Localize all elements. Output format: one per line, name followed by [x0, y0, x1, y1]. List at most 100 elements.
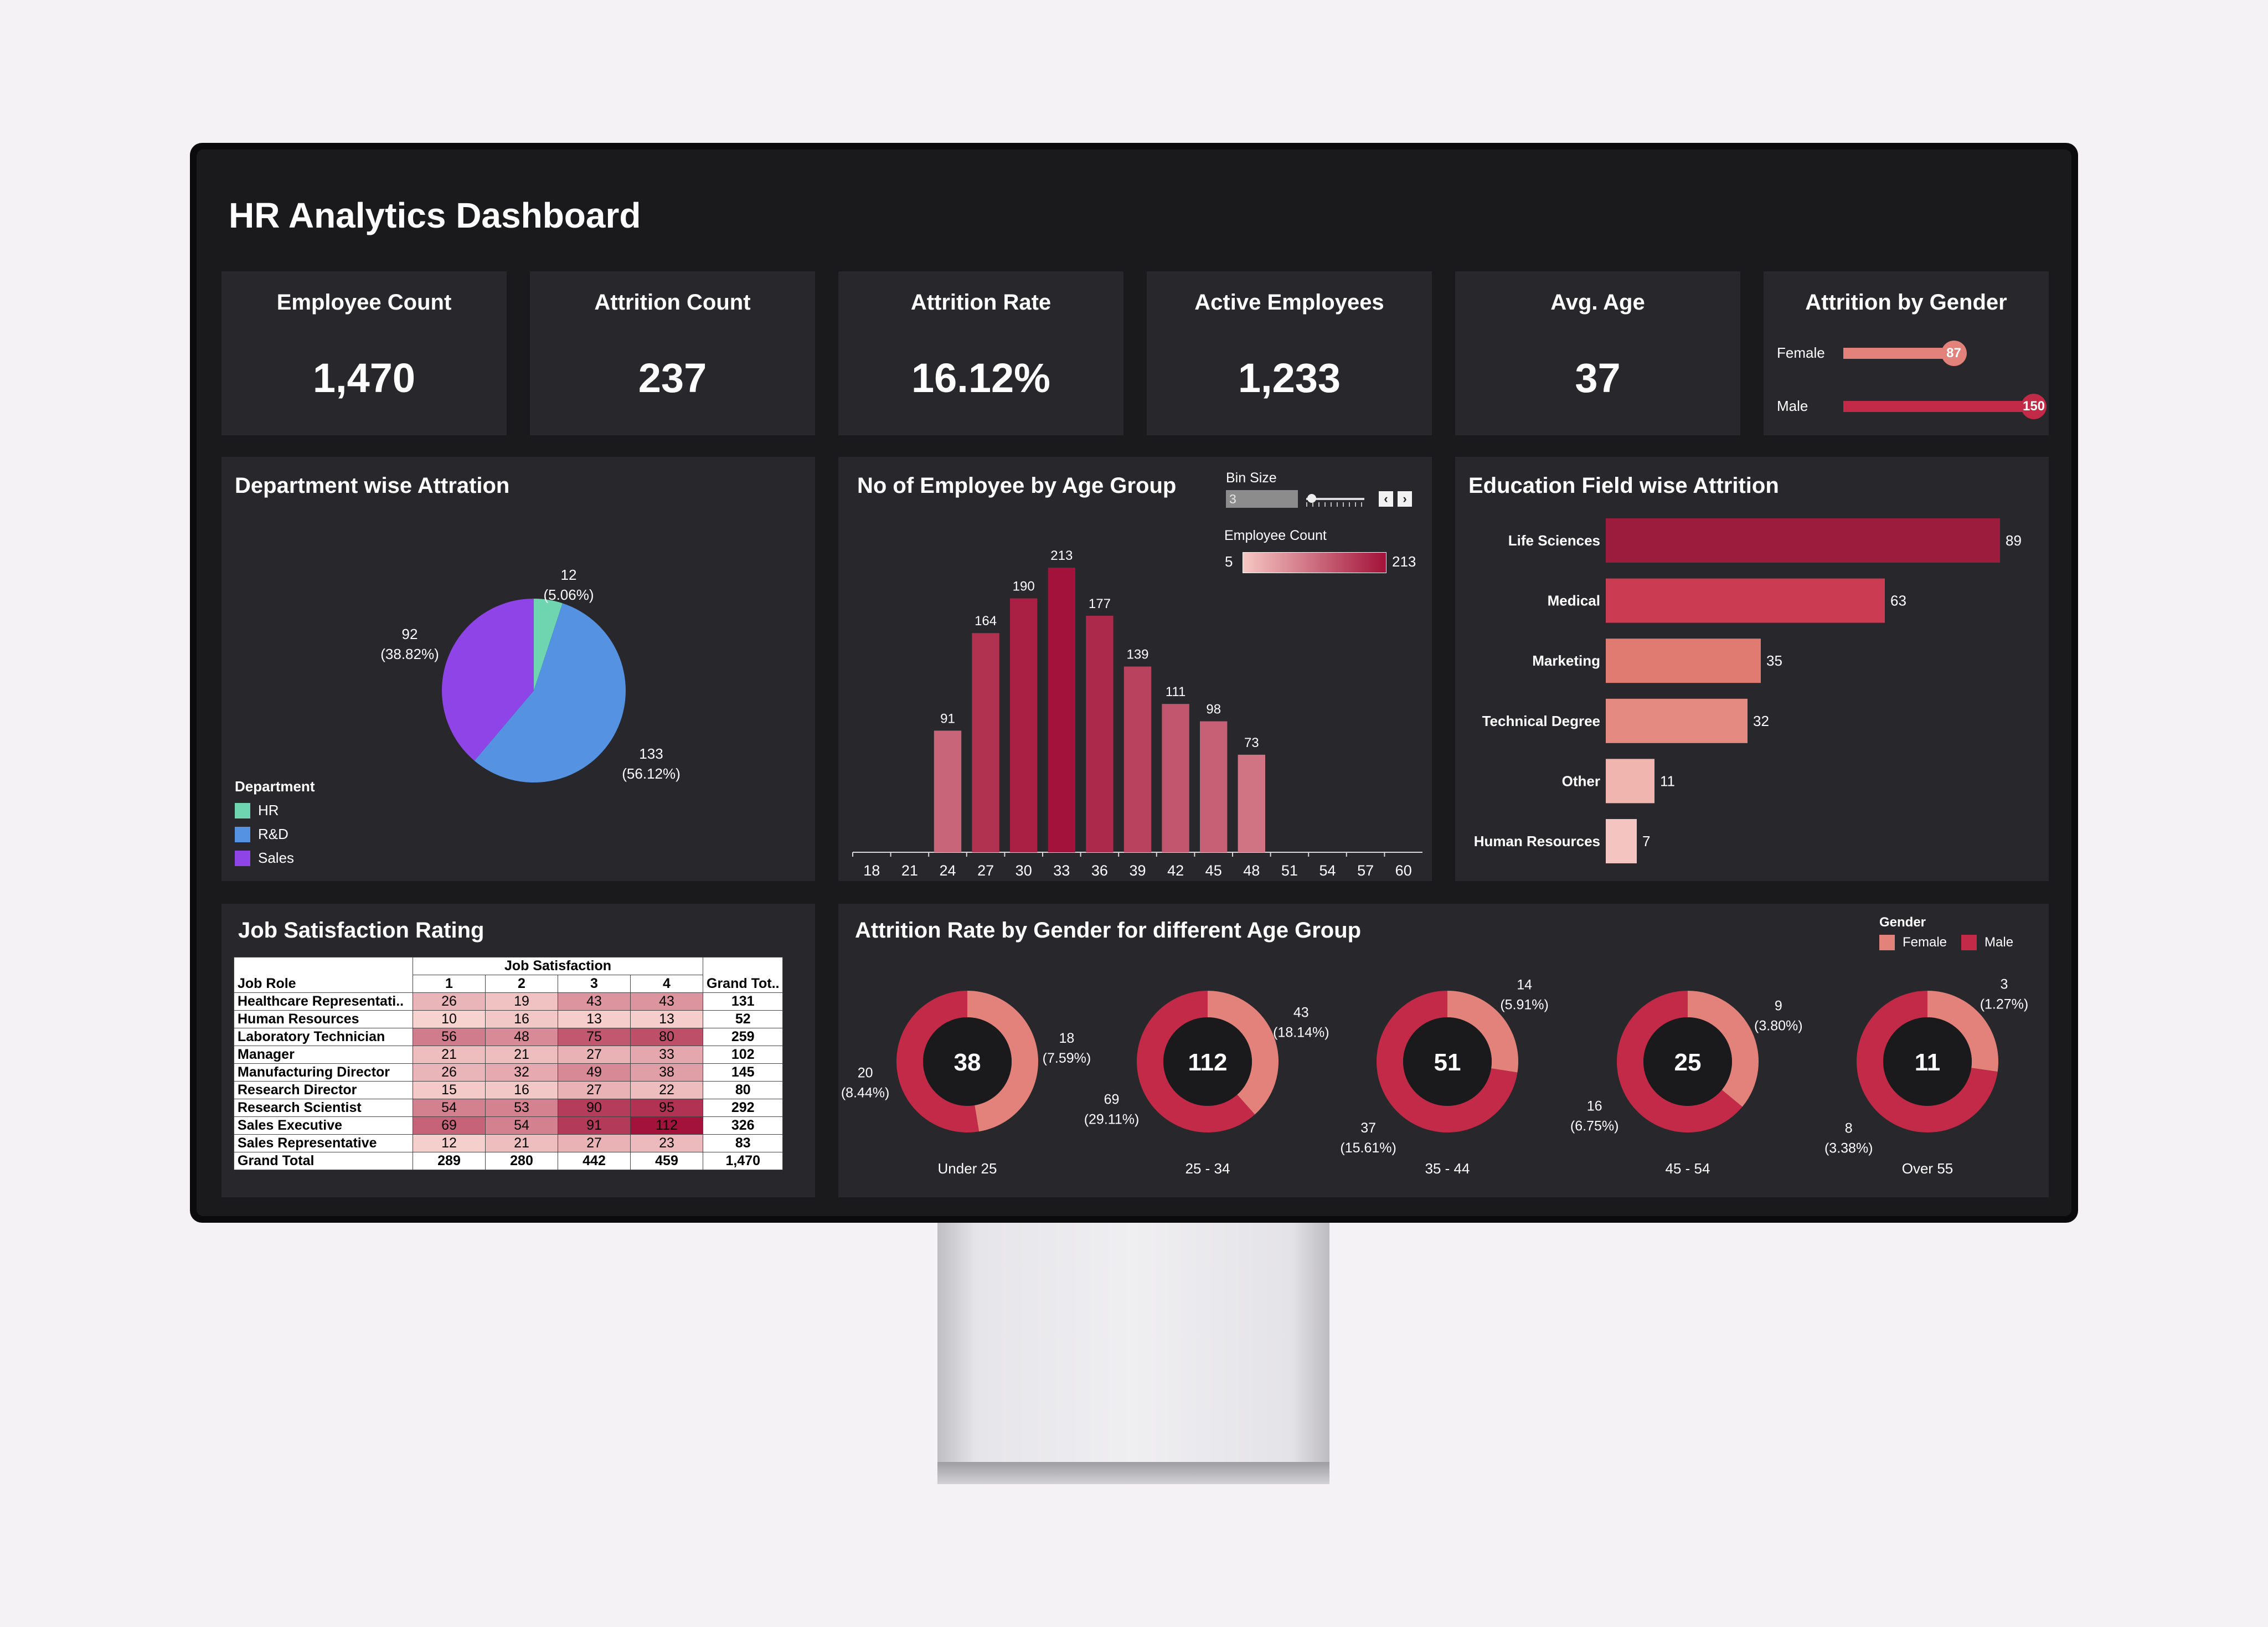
donut-segment-female[interactable] — [1447, 991, 1518, 1073]
satisfaction-cell[interactable]: 16 — [485, 1010, 558, 1028]
level-header[interactable]: 1 — [413, 975, 486, 993]
donut-hole — [1883, 1017, 1972, 1106]
donut-segment-male[interactable] — [1137, 991, 1255, 1132]
histogram-bar[interactable] — [1162, 704, 1189, 852]
histogram-bar[interactable] — [1200, 721, 1228, 852]
male-count-label: 8 — [1845, 1121, 1853, 1136]
level-header[interactable]: 2 — [485, 975, 558, 993]
satisfaction-cell[interactable]: 22 — [630, 1081, 703, 1099]
satisfaction-cell[interactable]: 43 — [630, 992, 703, 1011]
slider-thumb[interactable] — [1307, 494, 1316, 503]
bin-size-slider[interactable] — [1306, 490, 1364, 508]
satisfaction-cell[interactable]: 75 — [558, 1028, 631, 1046]
education-bar[interactable] — [1606, 578, 1885, 623]
satisfaction-cell[interactable]: 23 — [630, 1134, 703, 1152]
histogram-bar[interactable] — [1048, 568, 1075, 852]
donut-segment-female[interactable] — [1208, 991, 1279, 1115]
female-pct-label: (5.91%) — [1500, 997, 1549, 1012]
legend-item-hr[interactable]: HR — [235, 802, 315, 819]
pie-slice-rd[interactable] — [474, 603, 626, 782]
gender-legend: Gender Female Male — [1879, 915, 2013, 950]
gender-row-male[interactable]: Male 150 — [1777, 394, 2047, 419]
satisfaction-cell[interactable]: 112 — [630, 1116, 703, 1135]
satisfaction-cell[interactable]: 33 — [630, 1046, 703, 1064]
satisfaction-cell[interactable]: 95 — [630, 1099, 703, 1117]
satisfaction-cell[interactable]: 38 — [630, 1063, 703, 1082]
job-role-cell: Sales Representative — [234, 1134, 413, 1152]
pie-slice-sales[interactable] — [442, 599, 534, 761]
satisfaction-cell[interactable]: 32 — [485, 1063, 558, 1082]
donut-segment-female[interactable] — [1927, 991, 1998, 1072]
bin-prev-button[interactable]: ‹ — [1379, 491, 1393, 507]
male-pct-label: (8.44%) — [841, 1085, 890, 1100]
gender-legend-items: Female Male — [1879, 935, 2013, 950]
satisfaction-cell[interactable]: 90 — [558, 1099, 631, 1117]
histogram-bar[interactable] — [1086, 615, 1114, 852]
education-bar[interactable] — [1606, 698, 1748, 743]
education-bar[interactable] — [1606, 518, 2000, 563]
legend-item-rd[interactable]: R&D — [235, 826, 315, 843]
donut-segment-female[interactable] — [967, 991, 1038, 1132]
table-row: Manager 21 21 27 33 102 — [234, 1046, 784, 1064]
kpi-value: 237 — [638, 355, 707, 401]
satisfaction-cell[interactable]: 53 — [485, 1099, 558, 1117]
satisfaction-cell[interactable]: 19 — [485, 992, 558, 1011]
level-header[interactable]: 3 — [558, 975, 631, 993]
bar-data-label: 91 — [940, 711, 955, 726]
satisfaction-cell[interactable]: 26 — [413, 1063, 486, 1082]
satisfaction-cell[interactable]: 21 — [485, 1134, 558, 1152]
grand-total-header[interactable]: Grand Tot.. — [702, 975, 784, 993]
education-bar[interactable] — [1606, 819, 1637, 863]
satisfaction-cell[interactable]: 27 — [558, 1081, 631, 1099]
histogram-bar[interactable] — [1123, 666, 1152, 852]
satisfaction-cell[interactable]: 21 — [413, 1046, 486, 1064]
histogram-bar[interactable] — [1010, 598, 1038, 852]
histogram-bar[interactable] — [972, 633, 999, 852]
satisfaction-cell[interactable]: 54 — [413, 1099, 486, 1117]
male-count-label: 37 — [1360, 1120, 1376, 1136]
color-legend-title: Employee Count — [1224, 528, 1327, 543]
donut-segment-male[interactable] — [1617, 991, 1743, 1132]
satisfaction-cell[interactable]: 56 — [413, 1028, 486, 1046]
satisfaction-cell[interactable]: 15 — [413, 1081, 486, 1099]
satisfaction-cell[interactable]: 10 — [413, 1010, 486, 1028]
satisfaction-cell[interactable]: 26 — [413, 992, 486, 1011]
satisfaction-cell[interactable]: 91 — [558, 1116, 631, 1135]
satisfaction-cell[interactable]: 13 — [630, 1010, 703, 1028]
education-bar[interactable] — [1606, 759, 1654, 804]
pie-slice-hr[interactable] — [534, 599, 563, 691]
satisfaction-cell[interactable]: 48 — [485, 1028, 558, 1046]
histogram-bar[interactable] — [1238, 754, 1265, 852]
bin-next-button[interactable]: › — [1398, 491, 1412, 507]
legend-item-female[interactable]: Female — [1879, 935, 1947, 950]
legend-label: HR — [258, 802, 279, 818]
department-legend-title: Department — [235, 778, 315, 795]
satisfaction-cell[interactable]: 12 — [413, 1134, 486, 1152]
legend-item-male[interactable]: Male — [1961, 935, 2013, 950]
bin-size-input[interactable]: 3 — [1226, 490, 1298, 508]
level-header[interactable]: 4 — [630, 975, 703, 993]
grand-total-cell: 289 — [413, 1152, 486, 1170]
job-role-header[interactable]: Job Role — [234, 975, 413, 993]
satisfaction-cell[interactable]: 21 — [485, 1046, 558, 1064]
satisfaction-cell[interactable]: 27 — [558, 1134, 631, 1152]
satisfaction-cell[interactable]: 43 — [558, 992, 631, 1011]
donut-segment-female[interactable] — [1688, 991, 1759, 1107]
donut-segment-male[interactable] — [1377, 991, 1518, 1132]
satisfaction-cell[interactable]: 27 — [558, 1046, 631, 1064]
satisfaction-cell[interactable]: 69 — [413, 1116, 486, 1135]
histogram-bar[interactable] — [934, 730, 962, 852]
donut-segment-male[interactable] — [1857, 991, 1998, 1132]
satisfaction-cell[interactable]: 16 — [485, 1081, 558, 1099]
satisfaction-cell[interactable]: 54 — [485, 1116, 558, 1135]
legend-swatch — [1961, 935, 1977, 950]
satisfaction-cell[interactable]: 13 — [558, 1010, 631, 1028]
education-bar[interactable] — [1606, 639, 1761, 683]
satisfaction-cell[interactable]: 49 — [558, 1063, 631, 1082]
satisfaction-cell[interactable]: 80 — [630, 1028, 703, 1046]
x-tick-label: 60 — [1395, 862, 1412, 879]
legend-item-sales[interactable]: Sales — [235, 849, 315, 867]
donut-segment-male[interactable] — [896, 991, 980, 1132]
gender-row-female[interactable]: Female 87 — [1777, 341, 2037, 366]
table-row: Healthcare Representati.. 26 19 43 43 131 — [234, 992, 784, 1011]
